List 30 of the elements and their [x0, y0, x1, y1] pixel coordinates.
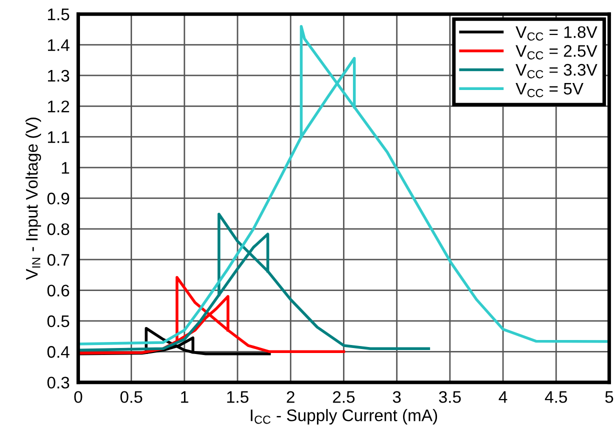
y-tick-label: 0.3 [47, 376, 70, 389]
x-tick-label: 1 [181, 391, 188, 403]
y-tick-label: 0.4 [47, 346, 70, 358]
y-tick-label: 0.6 [47, 284, 70, 296]
y-tick-label: 1.2 [48, 100, 70, 112]
x-tick-label: 3 [392, 391, 401, 403]
y-tick-label: 1.5 [48, 8, 70, 20]
x-tick-label: 2.5 [332, 391, 355, 403]
legend-label: V$_{CC}$ = 2.5V [516, 45, 598, 60]
y-tick-label: 1.3 [48, 70, 70, 82]
y-tick-label: 0.5 [47, 315, 70, 328]
x-axis-title: I$_{CC}$ - Supply Current (mA) [250, 408, 438, 425]
x-tick-label: 2 [286, 391, 294, 403]
x-tick-label: 3.5 [438, 391, 461, 403]
y-tick-label: 1 [62, 162, 70, 174]
legend-label: V$_{CC}$ = 1.8V [516, 26, 598, 41]
x-tick-label: 5 [605, 391, 614, 403]
legend-label: V$_{CC}$ = 3.3V [516, 64, 598, 78]
x-tick-label: 4 [498, 391, 508, 403]
x-tick-label: 1.5 [227, 391, 248, 403]
y-axis-title: V$_{IN}$ - Input Voltage (V) [26, 118, 42, 280]
x-tick-label: 4.5 [544, 391, 568, 403]
x-tick-label: 0 [74, 391, 82, 403]
y-tick-label: 1.1 [48, 131, 70, 143]
legend-label: V$_{CC}$ = 5V [516, 82, 584, 98]
y-tick-label: 1.4 [48, 39, 70, 51]
y-tick-label: 0.9 [47, 192, 70, 204]
y-tick-label: 0.7 [47, 254, 70, 266]
x-tick-label: 0.5 [120, 391, 142, 403]
y-tick-label: 0.8 [47, 223, 70, 236]
